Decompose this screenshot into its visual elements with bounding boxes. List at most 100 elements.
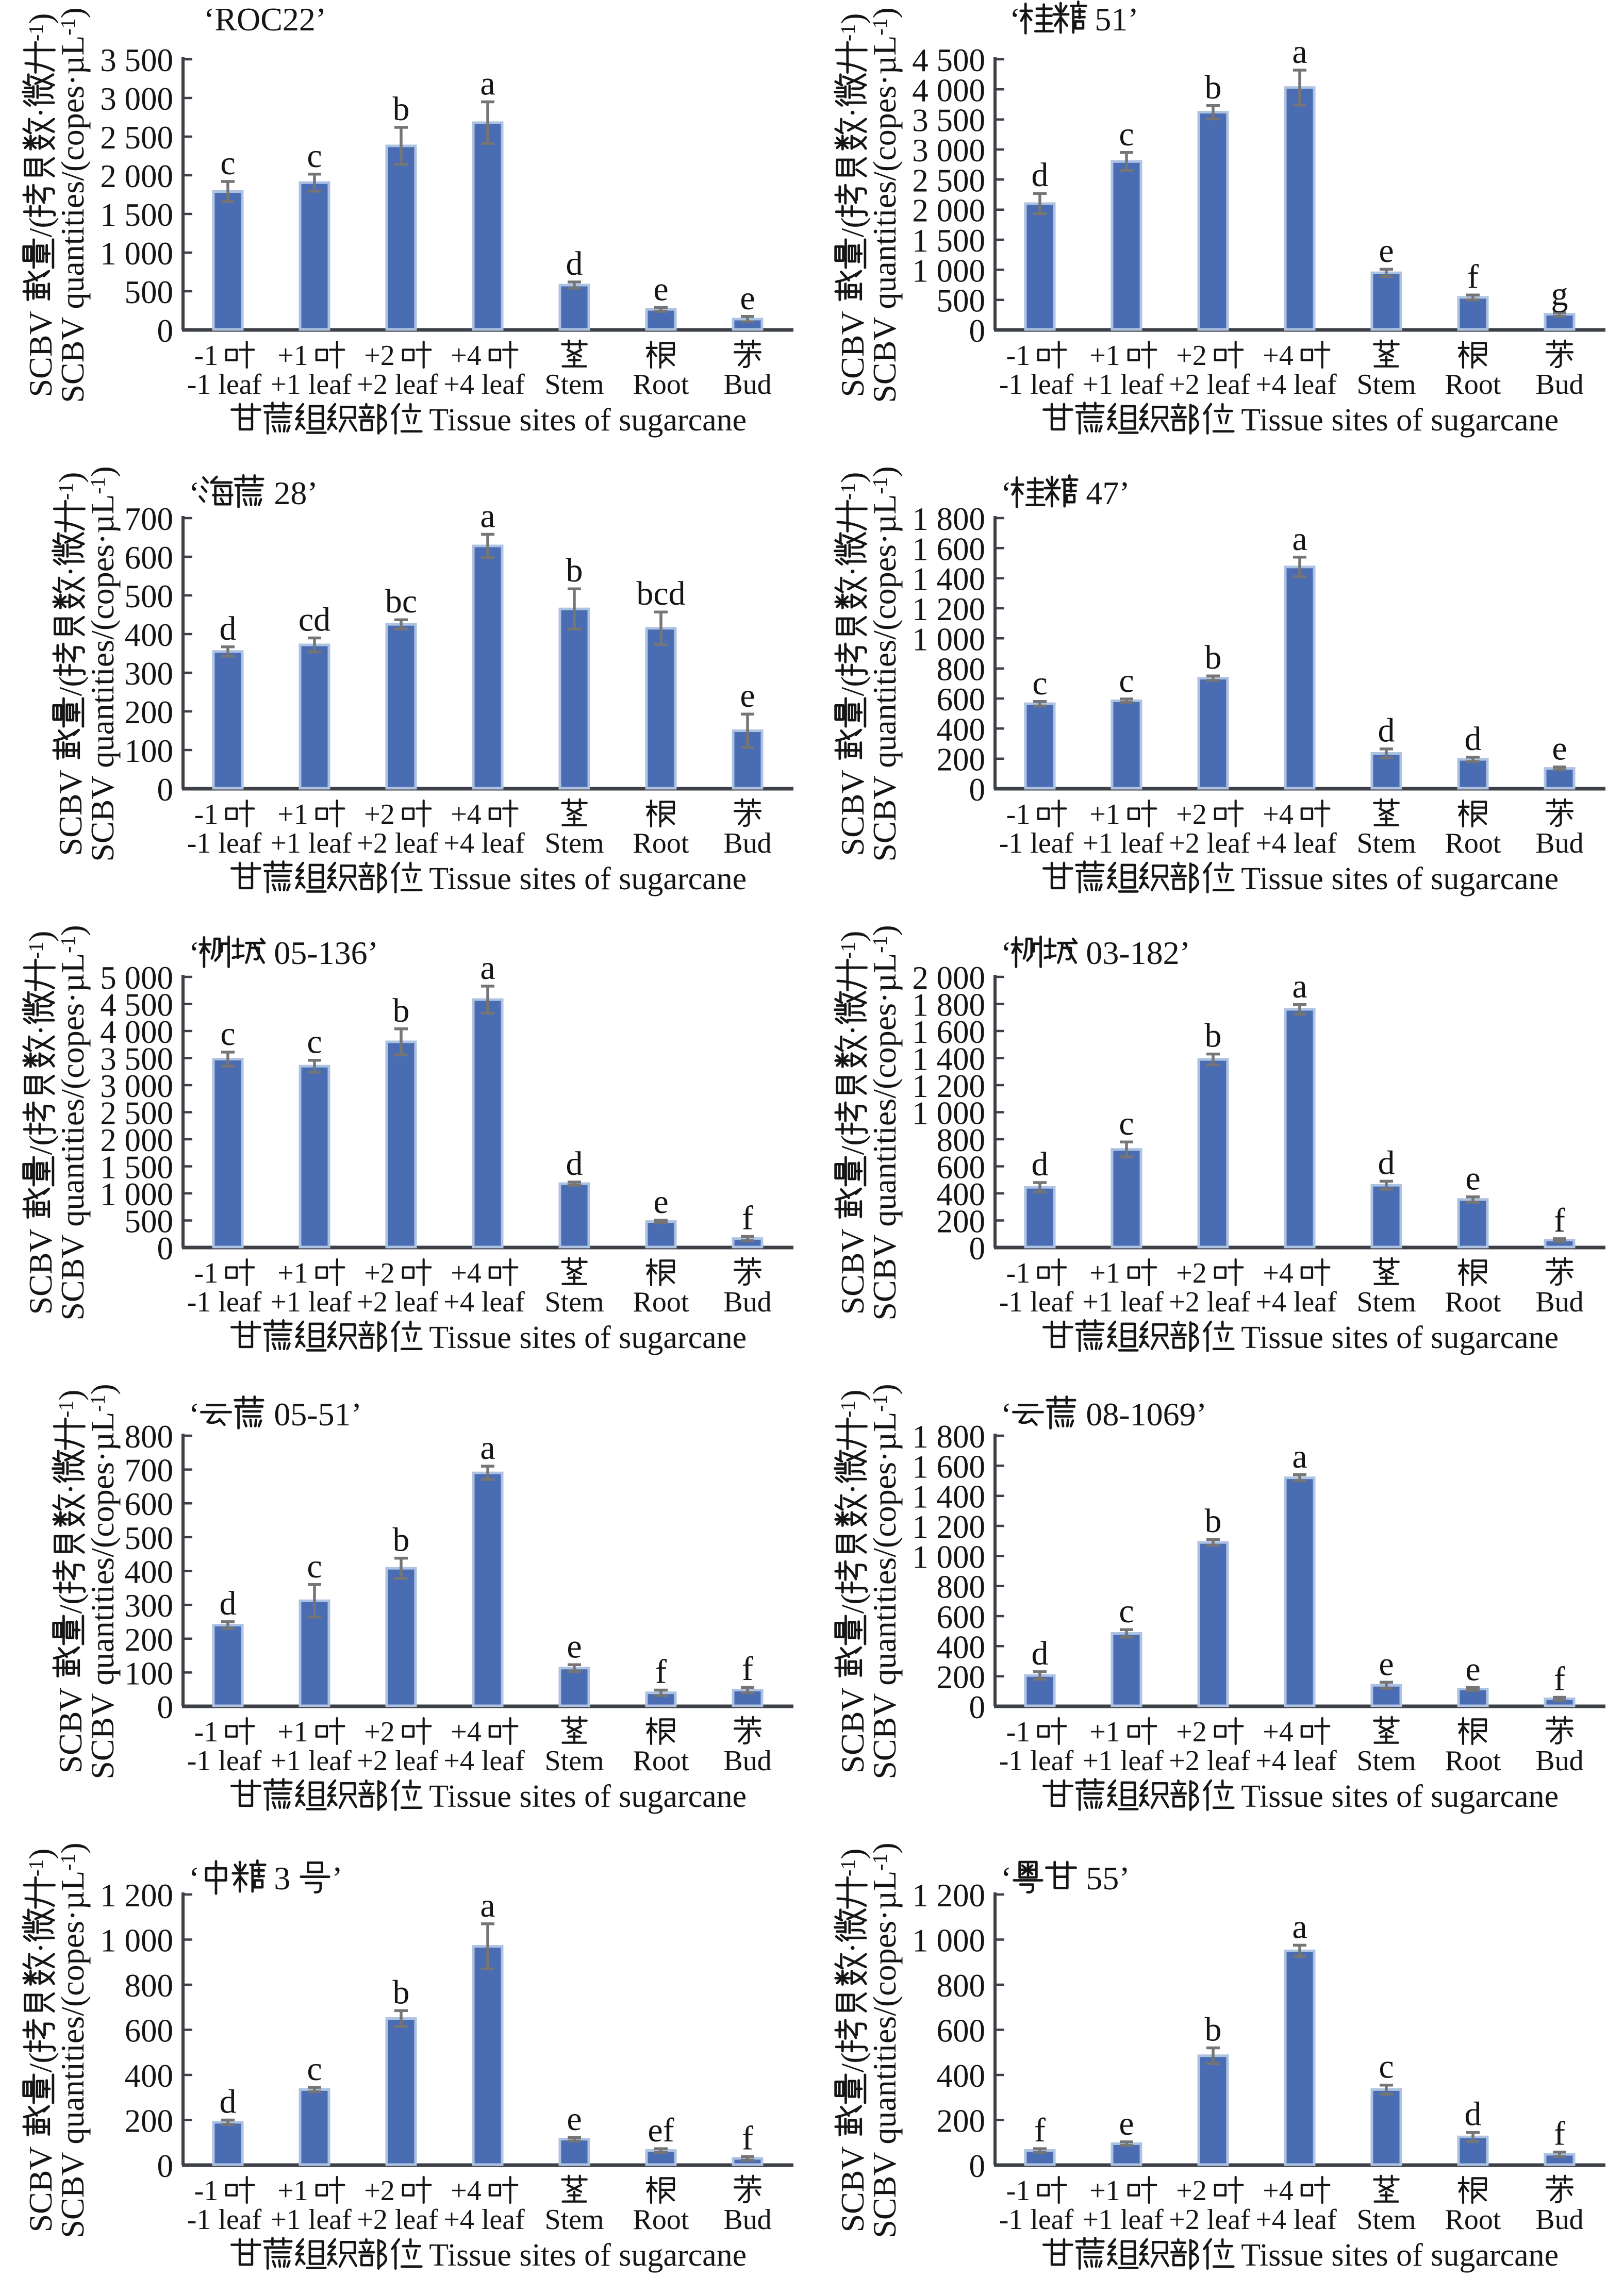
svg-text:a: a <box>480 1429 495 1467</box>
svg-text:f: f <box>1467 258 1479 295</box>
svg-text:b: b <box>393 90 410 128</box>
svg-text:f: f <box>1554 1660 1565 1698</box>
svg-text:a: a <box>480 65 495 103</box>
svg-text:1 200: 1 200 <box>912 1068 985 1104</box>
svg-text:d: d <box>220 610 237 647</box>
svg-text:f: f <box>742 1200 753 1237</box>
svg-text:100: 100 <box>125 1655 174 1691</box>
svg-text:1 800: 1 800 <box>912 1419 985 1455</box>
svg-text:2 000: 2 000 <box>912 193 985 229</box>
svg-text:d: d <box>1032 1635 1049 1672</box>
svg-text:200: 200 <box>125 2103 174 2139</box>
svg-text:600: 600 <box>125 2013 174 2049</box>
svg-text:ef: ef <box>648 2112 674 2149</box>
svg-text:1 200: 1 200 <box>912 1509 985 1545</box>
svg-text:c: c <box>220 144 235 182</box>
svg-text:d: d <box>566 1145 583 1183</box>
svg-text:600: 600 <box>937 2013 986 2049</box>
svg-text:1 500: 1 500 <box>100 1150 173 1186</box>
svg-text:400: 400 <box>937 1176 986 1212</box>
svg-text:800: 800 <box>937 652 986 688</box>
svg-text:4 000: 4 000 <box>100 1014 173 1050</box>
svg-text:2 500: 2 500 <box>100 1095 173 1132</box>
svg-text:a: a <box>1292 1438 1307 1475</box>
svg-text:a: a <box>1292 520 1307 558</box>
svg-text:400: 400 <box>937 711 986 747</box>
svg-text:f: f <box>655 1653 667 1691</box>
svg-text:1 600: 1 600 <box>912 1014 985 1050</box>
svg-text:2 500: 2 500 <box>100 120 173 156</box>
svg-text:4 500: 4 500 <box>912 42 985 78</box>
svg-text:e: e <box>740 677 755 714</box>
svg-text:700: 700 <box>125 1453 174 1489</box>
svg-text:f: f <box>1034 2112 1046 2149</box>
svg-text:cd: cd <box>299 601 330 639</box>
svg-text:c: c <box>1379 2048 1394 2086</box>
svg-text:b: b <box>1205 639 1222 676</box>
svg-text:a: a <box>480 949 495 987</box>
svg-text:500: 500 <box>937 283 986 319</box>
svg-text:f: f <box>1554 1202 1565 1239</box>
svg-text:800: 800 <box>937 1122 986 1158</box>
svg-text:1 000: 1 000 <box>100 1176 173 1212</box>
svg-text:b: b <box>1205 69 1222 106</box>
svg-text:1 000: 1 000 <box>912 1923 985 1959</box>
svg-text:c: c <box>1119 1105 1134 1142</box>
svg-text:d: d <box>1378 712 1395 750</box>
svg-text:0: 0 <box>969 1231 986 1267</box>
svg-text:1 400: 1 400 <box>912 561 985 597</box>
svg-text:f: f <box>742 1650 753 1688</box>
svg-text:e: e <box>1465 1651 1480 1688</box>
svg-text:d: d <box>1032 156 1049 194</box>
svg-text:1 200: 1 200 <box>912 1877 985 1914</box>
svg-text:0: 0 <box>969 2148 986 2184</box>
svg-text:1 200: 1 200 <box>912 591 985 627</box>
svg-text:500: 500 <box>125 1520 174 1556</box>
svg-text:600: 600 <box>937 681 986 718</box>
svg-text:3 000: 3 000 <box>912 132 985 169</box>
svg-text:800: 800 <box>937 1569 986 1605</box>
svg-text:200: 200 <box>125 694 174 730</box>
svg-text:1 400: 1 400 <box>912 1041 985 1077</box>
svg-text:600: 600 <box>125 1486 174 1522</box>
svg-text:400: 400 <box>125 617 174 653</box>
svg-text:a: a <box>480 497 495 535</box>
svg-text:3 500: 3 500 <box>100 1041 173 1077</box>
svg-text:0: 0 <box>157 1689 174 1725</box>
svg-text:600: 600 <box>125 540 174 576</box>
svg-text:bc: bc <box>385 583 417 620</box>
svg-text:400: 400 <box>937 2058 986 2094</box>
svg-text:a: a <box>480 1887 495 1924</box>
svg-text:2 000: 2 000 <box>912 960 985 996</box>
svg-text:4 000: 4 000 <box>912 72 985 108</box>
svg-text:1 500: 1 500 <box>912 223 985 259</box>
svg-text:5 000: 5 000 <box>100 960 173 996</box>
svg-text:4 500: 4 500 <box>100 987 173 1023</box>
svg-text:c: c <box>307 137 322 175</box>
svg-text:600: 600 <box>937 1599 986 1635</box>
svg-text:0: 0 <box>157 1231 174 1267</box>
svg-text:2 000: 2 000 <box>100 158 173 194</box>
svg-text:c: c <box>1032 664 1047 702</box>
svg-text:1 800: 1 800 <box>912 987 985 1023</box>
svg-text:300: 300 <box>125 656 174 692</box>
svg-text:500: 500 <box>125 578 174 614</box>
svg-text:c: c <box>307 1023 322 1061</box>
svg-text:500: 500 <box>125 274 174 310</box>
svg-text:e: e <box>1552 730 1567 768</box>
svg-text:bcd: bcd <box>636 575 685 612</box>
svg-text:3 000: 3 000 <box>100 1068 173 1104</box>
svg-text:a: a <box>1292 1908 1307 1946</box>
svg-text:d: d <box>1465 720 1482 758</box>
svg-text:d: d <box>1465 2096 1482 2133</box>
svg-text:1 000: 1 000 <box>912 621 985 657</box>
svg-text:3 000: 3 000 <box>100 81 173 117</box>
svg-text:3 500: 3 500 <box>912 103 985 139</box>
svg-text:700: 700 <box>125 501 174 537</box>
svg-text:2 500: 2 500 <box>912 162 985 198</box>
svg-text:400: 400 <box>937 1629 986 1665</box>
svg-text:e: e <box>567 2100 582 2138</box>
svg-text:c: c <box>220 1015 235 1053</box>
svg-text:800: 800 <box>125 1968 174 2004</box>
svg-text:1 400: 1 400 <box>912 1479 985 1515</box>
